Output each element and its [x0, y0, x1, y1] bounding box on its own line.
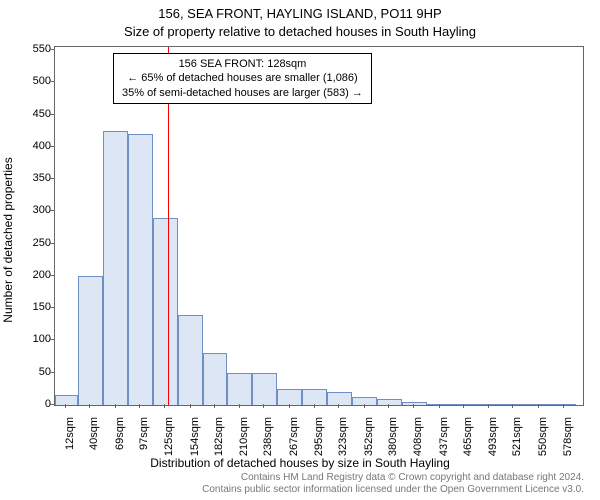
- x-tick-mark: [413, 404, 414, 408]
- x-tick-mark: [364, 404, 365, 408]
- histogram-bar: [128, 134, 153, 405]
- histogram-bar: [402, 402, 427, 405]
- y-tick-label: 500: [33, 75, 51, 87]
- histogram-bar: [302, 389, 327, 405]
- histogram-bar: [252, 373, 277, 405]
- x-tick-mark: [338, 404, 339, 408]
- histogram-bar: [153, 218, 178, 405]
- x-tick-label: 323sqm: [337, 417, 349, 456]
- x-tick-mark: [388, 404, 389, 408]
- x-tick-label: 154sqm: [189, 417, 201, 456]
- x-tick-mark: [239, 404, 240, 408]
- histogram-bar: [502, 404, 527, 405]
- plot-area: 156 SEA FRONT: 128sqm ← 65% of detached …: [54, 46, 584, 406]
- x-tick-label: 267sqm: [288, 417, 300, 456]
- x-tick-mark: [289, 404, 290, 408]
- y-tick-label: 450: [33, 108, 51, 120]
- x-tick-label: 408sqm: [412, 417, 424, 456]
- x-tick-label: 12sqm: [64, 417, 76, 450]
- x-tick-mark: [139, 404, 140, 408]
- histogram-bar: [377, 399, 402, 405]
- x-tick-mark: [263, 404, 264, 408]
- x-tick-label: 97sqm: [138, 417, 150, 450]
- y-tick-label: 400: [33, 140, 51, 152]
- annotation-box: 156 SEA FRONT: 128sqm ← 65% of detached …: [113, 53, 372, 104]
- x-tick-label: 210sqm: [238, 417, 250, 456]
- annotation-line1: 156 SEA FRONT: 128sqm: [122, 57, 363, 71]
- x-tick-mark: [439, 404, 440, 408]
- x-tick-label: 493sqm: [487, 417, 499, 456]
- x-tick-mark: [214, 404, 215, 408]
- x-tick-mark: [65, 404, 66, 408]
- x-tick-mark: [314, 404, 315, 408]
- x-tick-mark: [512, 404, 513, 408]
- footer: Contains HM Land Registry data © Crown c…: [202, 472, 584, 496]
- x-tick-label: 238sqm: [262, 417, 274, 456]
- x-tick-label: 465sqm: [462, 417, 474, 456]
- footer-line1: Contains HM Land Registry data © Crown c…: [202, 472, 584, 484]
- x-tick-label: 437sqm: [438, 417, 450, 456]
- y-tick-label: 200: [33, 269, 51, 281]
- x-tick-mark: [463, 404, 464, 408]
- x-tick-label: 40sqm: [88, 417, 100, 450]
- x-tick-mark: [115, 404, 116, 408]
- x-tick-label: 352sqm: [363, 417, 375, 456]
- x-axis-title: Distribution of detached houses by size …: [0, 456, 600, 470]
- chart-container: 156, SEA FRONT, HAYLING ISLAND, PO11 9HP…: [0, 0, 600, 500]
- histogram-bar: [103, 131, 128, 405]
- y-tick-label: 250: [33, 237, 51, 249]
- x-tick-label: 578sqm: [562, 417, 574, 456]
- x-tick-mark: [89, 404, 90, 408]
- annotation-line3: 35% of semi-detached houses are larger (…: [122, 86, 363, 100]
- x-tick-mark: [488, 404, 489, 408]
- x-tick-mark: [164, 404, 165, 408]
- histogram-bar: [477, 404, 502, 405]
- x-tick-mark: [563, 404, 564, 408]
- histogram-bar: [55, 395, 78, 405]
- histogram-bar: [277, 389, 302, 405]
- y-tick-label: 550: [33, 43, 51, 55]
- x-tick-label: 182sqm: [213, 417, 225, 456]
- x-tick-mark: [190, 404, 191, 408]
- x-tick-label: 295sqm: [313, 417, 325, 456]
- y-tick-label: 150: [33, 301, 51, 313]
- x-tick-label: 125sqm: [163, 417, 175, 456]
- x-tick-label: 521sqm: [511, 417, 523, 456]
- y-tick-label: 300: [33, 204, 51, 216]
- x-tick-mark: [538, 404, 539, 408]
- histogram-bar: [327, 392, 352, 405]
- plot-inner: 156 SEA FRONT: 128sqm ← 65% of detached …: [55, 47, 583, 405]
- histogram-bar: [178, 315, 203, 405]
- x-tick-label: 550sqm: [537, 417, 549, 456]
- x-tick-label: 380sqm: [387, 417, 399, 456]
- y-tick-label: 350: [33, 172, 51, 184]
- title-main: 156, SEA FRONT, HAYLING ISLAND, PO11 9HP: [0, 6, 600, 21]
- histogram-bar: [452, 404, 477, 405]
- x-tick-label: 69sqm: [114, 417, 126, 450]
- annotation-line2: ← 65% of detached houses are smaller (1,…: [122, 71, 363, 85]
- y-axis-title: Number of detached properties: [1, 157, 15, 322]
- histogram-bar: [203, 353, 228, 405]
- histogram-bar: [227, 373, 252, 405]
- histogram-bar: [78, 276, 103, 405]
- histogram-bar: [551, 404, 576, 405]
- footer-line2: Contains public sector information licen…: [202, 484, 584, 496]
- title-sub: Size of property relative to detached ho…: [0, 24, 600, 39]
- y-tick-label: 100: [33, 333, 51, 345]
